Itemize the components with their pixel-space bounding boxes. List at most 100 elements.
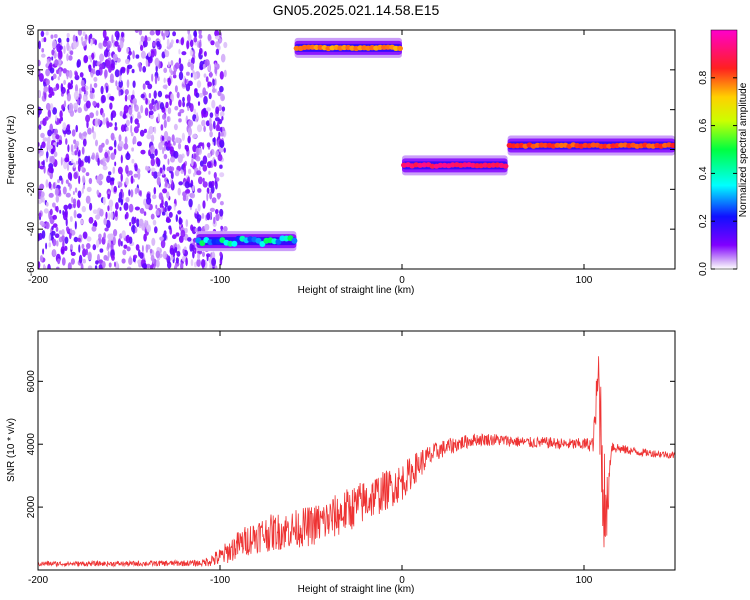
noise-speck — [96, 239, 100, 248]
noise-speck — [133, 254, 138, 259]
noise-speck — [91, 52, 95, 60]
noise-speck — [215, 209, 219, 215]
noise-speck — [182, 248, 185, 254]
noise-speck — [40, 132, 45, 139]
noise-speck — [57, 76, 60, 81]
noise-speck — [167, 158, 170, 165]
noise-speck — [109, 96, 114, 101]
noise-speck — [167, 205, 172, 211]
spectrogram-image — [38, 30, 675, 269]
noise-speck — [114, 210, 118, 218]
snr-x-tick-label: -100 — [210, 575, 230, 586]
noise-speck — [156, 176, 161, 186]
noise-speck — [114, 40, 119, 47]
noise-speck — [115, 202, 119, 210]
noise-speck — [152, 41, 156, 47]
noise-speck — [116, 57, 121, 63]
noise-speck — [42, 137, 48, 142]
noise-speck — [73, 90, 79, 100]
noise-speck — [102, 161, 107, 167]
noise-speck — [166, 38, 170, 48]
noise-speck — [172, 234, 177, 240]
noise-speck — [94, 265, 98, 269]
noise-speck — [64, 236, 69, 244]
noise-speck — [125, 234, 130, 244]
noise-speck — [219, 85, 224, 93]
noise-speck — [41, 48, 45, 53]
noise-speck — [38, 261, 41, 269]
noise-speck — [39, 165, 45, 170]
noise-speck — [109, 102, 113, 110]
noise-speck — [209, 112, 214, 118]
noise-speck — [189, 39, 194, 48]
noise-speck — [63, 45, 66, 54]
spectrogram-y-tick-label: 20 — [26, 104, 37, 116]
noise-speck — [121, 258, 126, 264]
noise-speck — [118, 91, 121, 97]
noise-speck — [157, 171, 161, 177]
noise-speck — [110, 211, 114, 220]
noise-speck — [112, 236, 116, 246]
noise-speck — [186, 71, 190, 76]
noise-speck — [144, 107, 149, 116]
noise-speck — [123, 143, 129, 150]
noise-speck — [82, 231, 88, 239]
noise-speck — [190, 72, 193, 78]
noise-speck — [152, 194, 157, 200]
noise-speck — [187, 135, 191, 144]
noise-speck — [168, 225, 172, 230]
noise-speck — [139, 129, 145, 137]
noise-speck — [82, 175, 86, 184]
noise-speck — [66, 226, 70, 232]
noise-speck — [202, 181, 208, 188]
noise-speck — [124, 89, 129, 95]
noise-speck — [138, 30, 143, 36]
noise-speck — [76, 60, 80, 68]
noise-speck — [148, 51, 151, 57]
noise-speck — [193, 72, 198, 81]
noise-speck — [38, 40, 41, 50]
noise-speck — [73, 102, 78, 111]
noise-speck — [190, 62, 194, 71]
noise-speck — [167, 107, 172, 115]
noise-speck — [45, 102, 51, 111]
noise-speck — [148, 126, 154, 135]
noise-speck — [57, 37, 62, 44]
noise-speck — [81, 243, 85, 249]
noise-speck — [198, 34, 203, 39]
noise-speck — [92, 131, 97, 140]
noise-speck — [75, 160, 79, 165]
noise-speck — [114, 126, 118, 131]
noise-speck — [108, 199, 114, 208]
noise-speck — [157, 76, 160, 82]
noise-speck — [149, 153, 155, 160]
noise-speck — [98, 264, 103, 269]
noise-speck — [55, 134, 60, 140]
noise-speck — [110, 152, 116, 160]
noise-speck — [38, 59, 41, 67]
noise-speck — [85, 114, 91, 123]
colorbar: 0.0 0.2 0.4 0.6 0.8 Normalized spectral ampl… — [698, 29, 749, 276]
band-core — [255, 237, 262, 244]
noise-speck — [147, 83, 153, 90]
noise-speck — [198, 176, 203, 185]
noise-speck — [206, 142, 211, 148]
colorbar-tick-label: 0.6 — [698, 118, 709, 132]
noise-speck — [98, 233, 102, 239]
noise-speck — [210, 40, 215, 46]
noise-speck — [89, 83, 93, 92]
snr-y-label: SNR (10 * v/v) — [6, 418, 17, 482]
noise-speck — [150, 213, 155, 220]
noise-speck — [186, 79, 189, 84]
noise-speck — [203, 125, 206, 132]
noise-speck — [83, 55, 89, 63]
noise-speck — [68, 69, 73, 79]
noise-speck — [95, 69, 101, 76]
noise-speck — [64, 157, 70, 163]
noise-speck — [193, 36, 198, 43]
noise-speck — [69, 228, 73, 234]
noise-speck — [215, 48, 220, 56]
noise-speck — [193, 261, 198, 268]
noise-speck — [213, 136, 216, 146]
noise-speck — [189, 49, 193, 57]
